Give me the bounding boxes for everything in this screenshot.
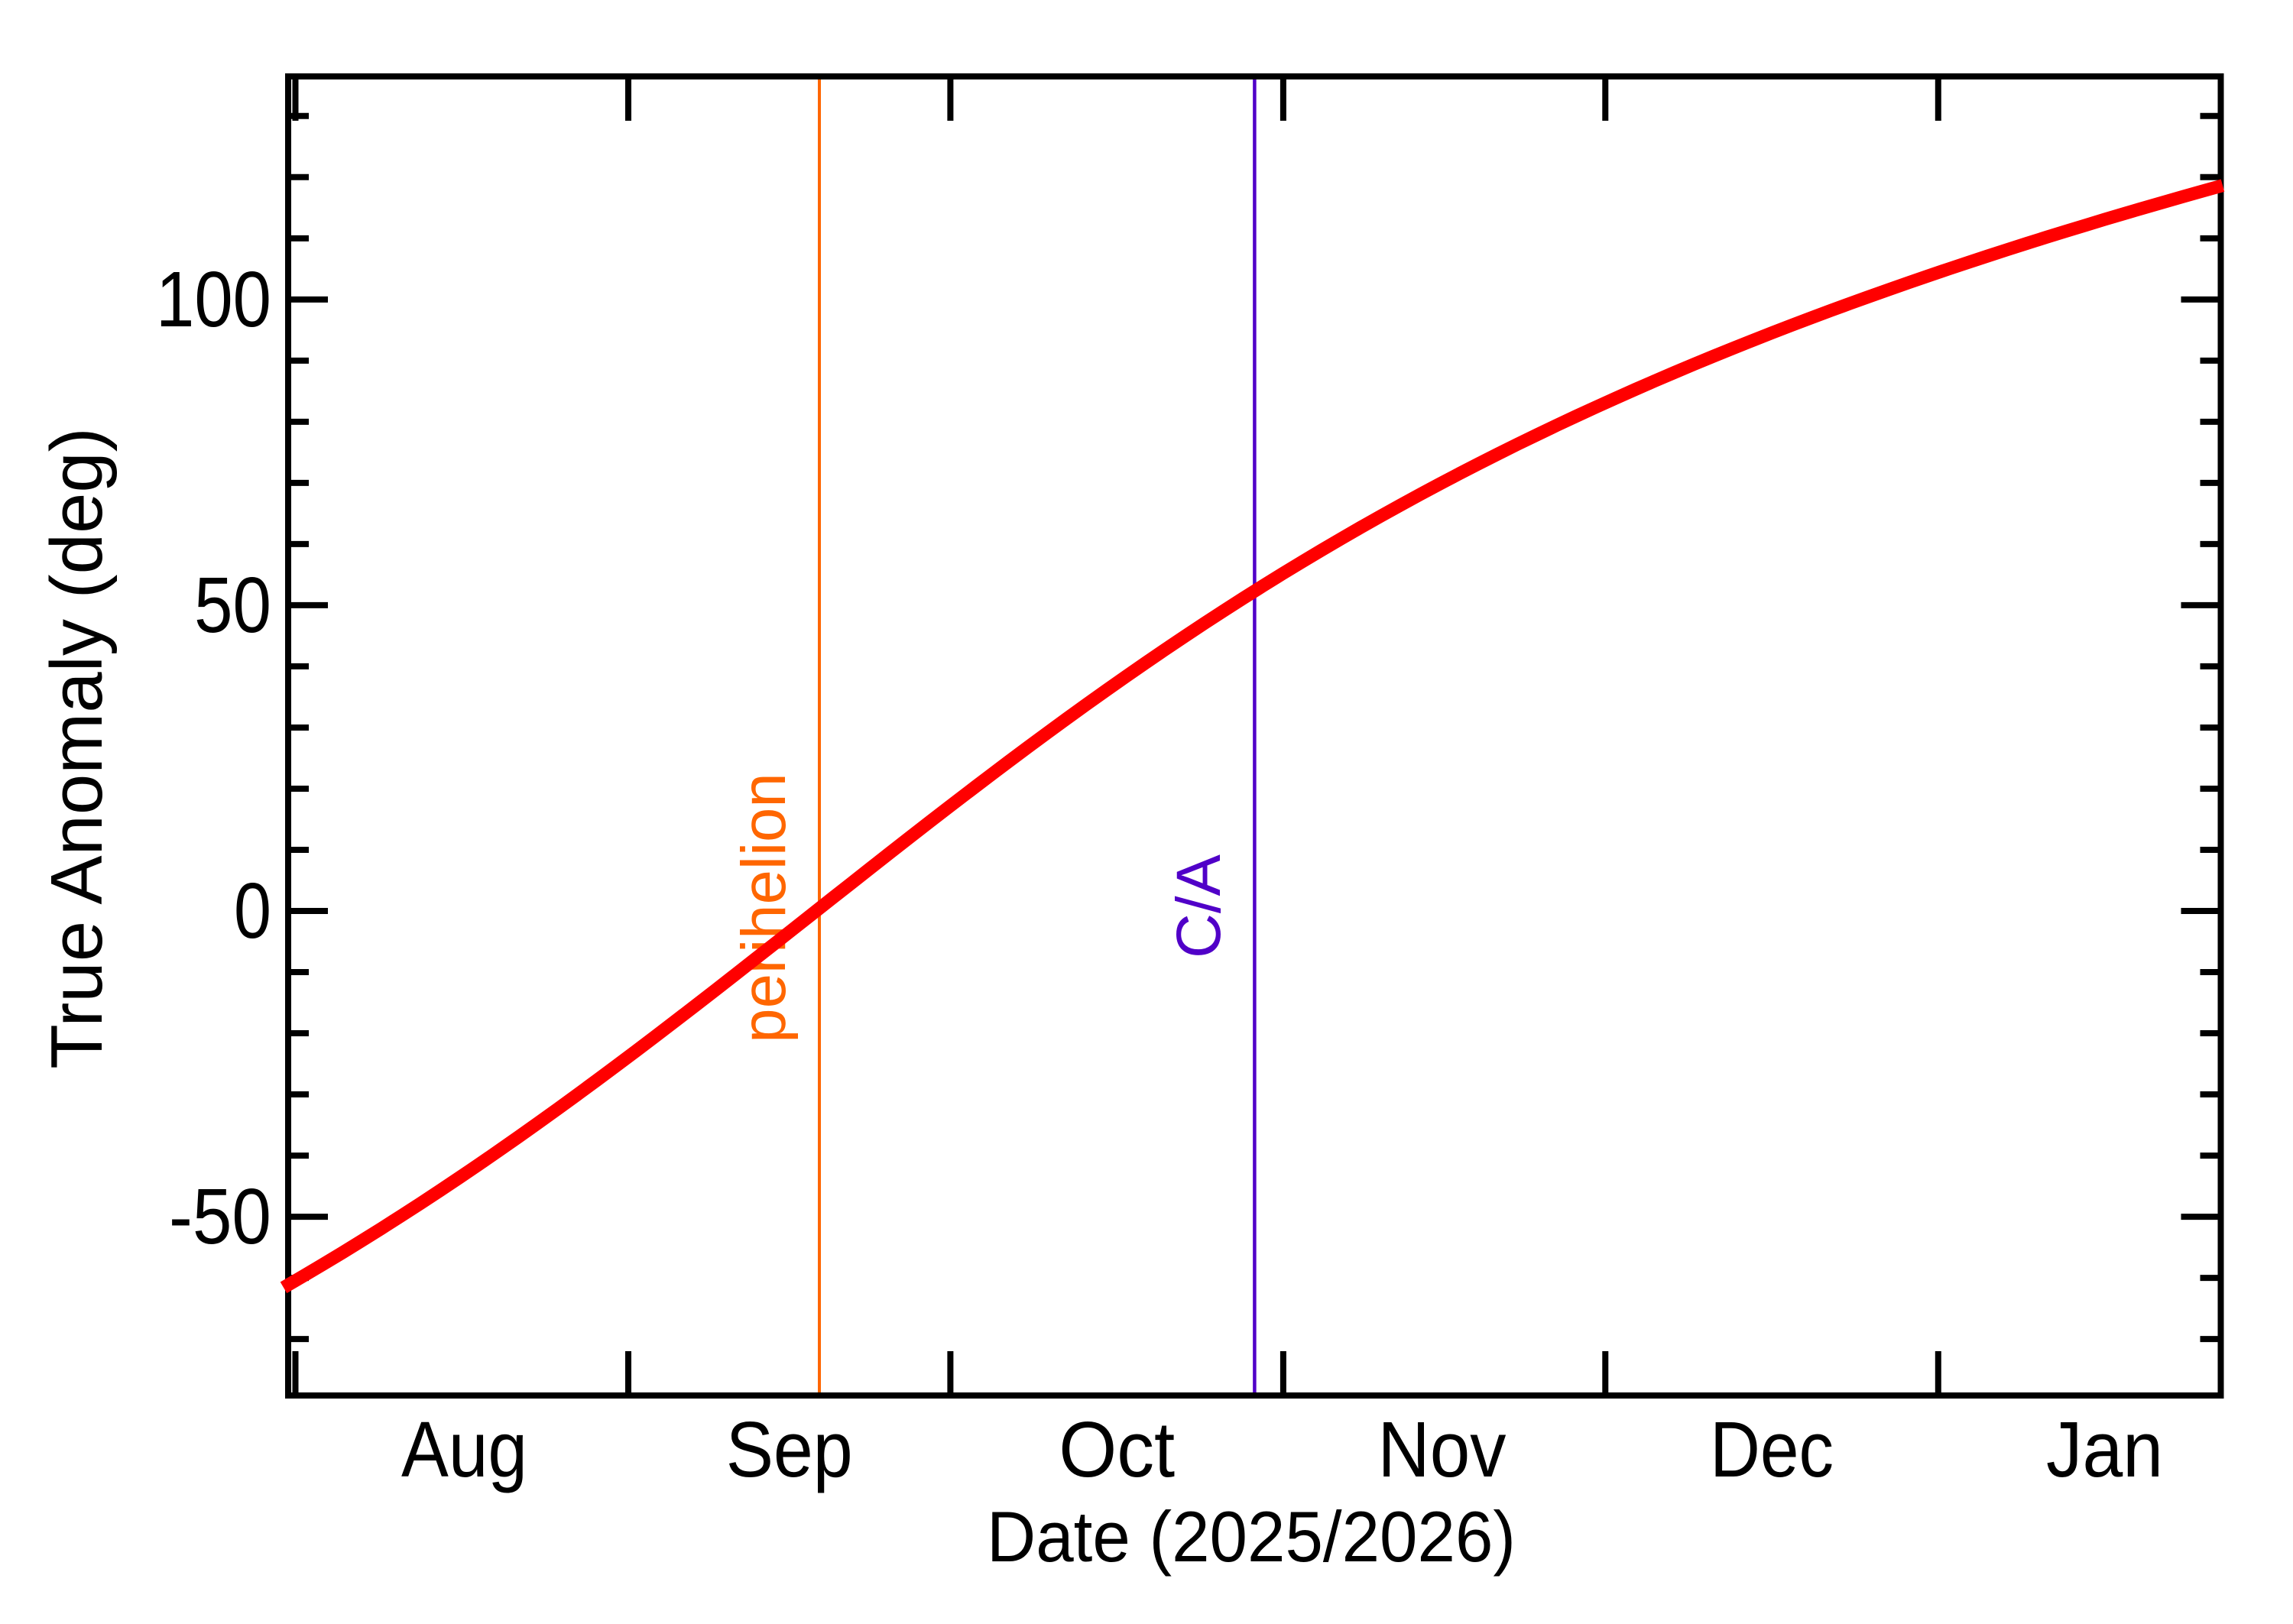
svg-text:0: 0 — [234, 867, 271, 955]
svg-text:50: 50 — [194, 561, 271, 649]
svg-text:Date (2025/2026): Date (2025/2026) — [987, 1496, 1516, 1577]
svg-text:perihelion: perihelion — [729, 773, 799, 1042]
svg-text:C/A: C/A — [1164, 854, 1234, 958]
svg-text:Dec: Dec — [1710, 1405, 1834, 1493]
svg-text:True Anomaly (deg): True Anomaly (deg) — [36, 427, 118, 1068]
svg-text:-50: -50 — [169, 1172, 271, 1260]
svg-text:Oct: Oct — [1059, 1405, 1175, 1493]
svg-text:Sep: Sep — [726, 1405, 853, 1493]
svg-text:Nov: Nov — [1378, 1405, 1507, 1493]
svg-text:Aug: Aug — [401, 1405, 527, 1493]
svg-text:100: 100 — [156, 255, 271, 343]
svg-text:Jan: Jan — [2046, 1405, 2163, 1493]
